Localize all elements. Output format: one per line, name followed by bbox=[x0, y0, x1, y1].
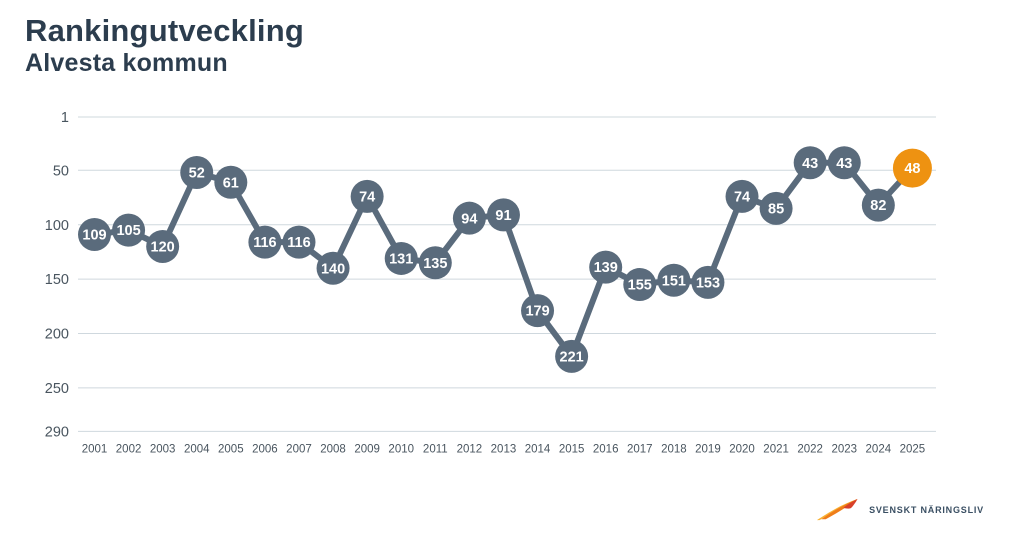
x-tick-label: 2019 bbox=[695, 444, 721, 456]
data-point bbox=[316, 251, 350, 285]
data-point-value: 85 bbox=[768, 201, 784, 217]
data-point-value: 48 bbox=[904, 161, 920, 177]
data-point bbox=[146, 229, 180, 263]
data-point-value: 120 bbox=[151, 240, 175, 256]
data-point bbox=[180, 155, 214, 189]
data-point-value: 43 bbox=[802, 156, 818, 172]
x-tick-label: 2006 bbox=[252, 444, 278, 456]
x-tick-label: 2002 bbox=[116, 444, 142, 456]
x-tick-label: 2016 bbox=[593, 444, 619, 456]
x-tick-label: 2025 bbox=[900, 444, 926, 456]
y-tick-label: 200 bbox=[45, 327, 69, 343]
data-point-value: 52 bbox=[189, 166, 205, 182]
x-tick-label: 2013 bbox=[491, 444, 517, 456]
data-point-value: 221 bbox=[560, 349, 584, 365]
data-point bbox=[78, 218, 111, 252]
wing-icon bbox=[816, 497, 862, 522]
data-point-value: 179 bbox=[525, 304, 549, 320]
chart-header: Rankingutveckling Alvesta kommun bbox=[25, 13, 305, 77]
x-tick-label: 2017 bbox=[627, 444, 653, 456]
data-point bbox=[827, 146, 861, 180]
data-point-value: 82 bbox=[870, 198, 886, 214]
x-tick-label: 2007 bbox=[286, 444, 312, 456]
data-point bbox=[657, 263, 691, 297]
data-point bbox=[555, 339, 589, 373]
data-point-value: 43 bbox=[836, 156, 852, 172]
data-point-value: 139 bbox=[594, 260, 618, 276]
data-point bbox=[418, 246, 452, 280]
data-point bbox=[759, 191, 793, 225]
data-point-value: 151 bbox=[662, 273, 686, 289]
data-point bbox=[793, 146, 827, 180]
data-point-value: 61 bbox=[223, 175, 239, 191]
data-point-value: 116 bbox=[287, 235, 310, 251]
brand-name: SVENSKT NÄRINGSLIV bbox=[869, 504, 984, 515]
data-point-value: 74 bbox=[734, 189, 750, 205]
x-tick-label: 2024 bbox=[866, 444, 892, 456]
x-tick-label: 2022 bbox=[797, 444, 823, 456]
brand-logo: SVENSKT NÄRINGSLIV bbox=[816, 497, 984, 522]
x-tick-label: 2021 bbox=[763, 444, 789, 456]
data-point bbox=[589, 250, 623, 284]
page-subtitle: Alvesta kommun bbox=[25, 48, 228, 77]
x-tick-label: 2009 bbox=[354, 444, 380, 456]
data-point bbox=[282, 225, 316, 259]
x-tick-label: 2012 bbox=[457, 444, 483, 456]
data-point-value: 116 bbox=[253, 235, 276, 251]
data-point-value: 153 bbox=[696, 275, 720, 291]
data-point-value: 131 bbox=[389, 252, 413, 268]
data-point-value: 91 bbox=[495, 208, 511, 224]
y-tick-label: 50 bbox=[53, 163, 69, 179]
y-tick-label: 290 bbox=[45, 425, 69, 441]
data-point bbox=[725, 179, 759, 213]
data-point-value: 109 bbox=[82, 228, 106, 244]
x-tick-label: 2014 bbox=[525, 444, 551, 456]
data-point bbox=[623, 268, 657, 302]
x-tick-label: 2018 bbox=[661, 444, 687, 456]
data-point bbox=[486, 198, 520, 232]
data-point bbox=[691, 265, 725, 299]
y-tick-label: 250 bbox=[45, 381, 69, 397]
y-tick-label: 100 bbox=[45, 218, 69, 234]
page-title: Rankingutveckling bbox=[25, 13, 305, 48]
data-point bbox=[861, 188, 895, 222]
data-point bbox=[214, 165, 248, 199]
data-point-value: 135 bbox=[423, 256, 447, 272]
x-tick-label: 2015 bbox=[559, 444, 585, 456]
data-point bbox=[384, 241, 418, 275]
data-point-value: 94 bbox=[461, 211, 477, 227]
data-point bbox=[248, 225, 282, 259]
data-point-value: 140 bbox=[321, 261, 345, 277]
y-tick-label: 150 bbox=[45, 272, 69, 288]
ranking-line bbox=[91, 159, 916, 360]
data-point bbox=[452, 201, 486, 235]
x-tick-label: 2003 bbox=[150, 444, 176, 456]
x-tick-label: 2008 bbox=[320, 444, 346, 456]
x-tick-label: 2011 bbox=[423, 444, 448, 456]
data-point bbox=[112, 213, 146, 247]
x-tick-label: 2020 bbox=[729, 444, 755, 456]
data-point-highlight bbox=[892, 148, 932, 188]
x-tick-label: 2004 bbox=[184, 444, 210, 456]
data-point-value: 105 bbox=[116, 223, 140, 239]
data-point bbox=[521, 294, 555, 328]
x-tick-label: 2005 bbox=[218, 444, 244, 456]
data-point-value: 74 bbox=[359, 189, 375, 205]
data-point bbox=[350, 179, 384, 213]
x-tick-label: 2023 bbox=[831, 444, 857, 456]
x-tick-label: 2001 bbox=[82, 444, 108, 456]
data-point-value: 155 bbox=[628, 278, 652, 294]
x-tick-label: 2010 bbox=[388, 444, 414, 456]
y-tick-label: 1 bbox=[61, 110, 69, 126]
